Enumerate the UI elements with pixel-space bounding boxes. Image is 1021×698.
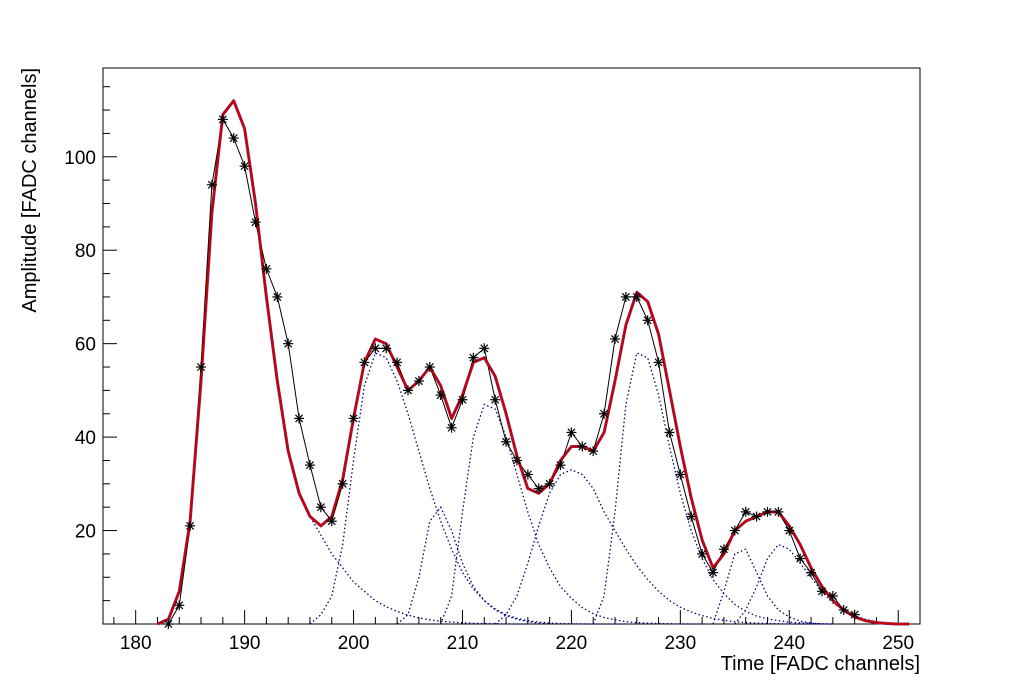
y-tick-label: 20	[75, 522, 96, 543]
data-point	[239, 161, 250, 172]
data-point	[250, 217, 261, 228]
data-point	[501, 436, 512, 447]
x-tick-label: 250	[882, 633, 914, 654]
data-point	[304, 460, 315, 471]
data-point	[294, 413, 305, 424]
data-point	[206, 179, 217, 190]
data-point	[675, 469, 686, 480]
fit-component-line	[396, 505, 550, 625]
data-point	[849, 609, 860, 620]
plot-frame	[102, 67, 921, 625]
data-point	[642, 315, 653, 326]
data-point	[511, 455, 522, 466]
data-point	[392, 357, 403, 368]
fit-component-line	[712, 548, 823, 625]
data-point	[762, 506, 773, 517]
data-point	[620, 291, 631, 302]
y-axis-title: Amplitude [FADC channels]	[19, 68, 41, 313]
data-point	[370, 343, 381, 354]
x-tick-label: 240	[773, 633, 805, 654]
data-point	[261, 263, 272, 274]
data-point	[457, 394, 468, 405]
data-point	[522, 469, 533, 480]
data-point	[359, 357, 370, 368]
x-tick-label: 200	[338, 633, 370, 654]
data-point	[337, 478, 348, 489]
data-point	[381, 343, 392, 354]
fit-component-line	[592, 352, 833, 625]
data-point	[163, 619, 174, 629]
fit-component-line	[440, 403, 703, 625]
data-point	[664, 427, 675, 438]
data-point	[686, 511, 697, 522]
data-point	[424, 362, 435, 373]
data-point	[228, 133, 239, 144]
y-tick-label: 40	[75, 428, 96, 449]
data-point	[827, 590, 838, 601]
data-point	[653, 357, 664, 368]
data-point	[806, 567, 817, 578]
data-point	[784, 525, 795, 536]
data-point	[816, 586, 827, 597]
data-point	[283, 338, 294, 349]
data-point	[609, 333, 620, 344]
data-point	[196, 362, 207, 373]
data-point	[729, 525, 740, 536]
data-point	[599, 408, 610, 419]
data-point	[588, 446, 599, 457]
x-tick-label: 180	[120, 633, 152, 654]
data-point	[718, 544, 729, 555]
data-point	[631, 291, 642, 302]
data-point	[217, 114, 228, 125]
data-point	[468, 352, 479, 363]
x-tick-label: 220	[556, 633, 588, 654]
data-point	[272, 291, 283, 302]
data-point	[479, 343, 490, 354]
data-point	[533, 483, 544, 494]
data-point	[773, 506, 784, 517]
data-point	[446, 422, 457, 433]
fit-total-line	[157, 99, 910, 625]
data-point	[697, 548, 708, 559]
data-point	[174, 600, 185, 611]
data-point	[348, 413, 359, 424]
data-point	[326, 516, 337, 527]
data-point	[315, 502, 326, 513]
x-axis-title: Time [FADC channels]	[721, 653, 920, 675]
data-point	[490, 394, 501, 405]
data-point	[403, 385, 414, 396]
data-point	[577, 441, 588, 452]
y-tick-label: 100	[64, 148, 96, 169]
x-tick-label: 230	[664, 633, 696, 654]
data-point	[435, 390, 446, 401]
x-tick-label: 210	[447, 633, 479, 654]
data-point	[751, 511, 762, 522]
fit-component-line	[309, 352, 626, 625]
y-tick-label: 80	[75, 241, 96, 262]
data-point	[413, 376, 424, 387]
data-point	[740, 506, 751, 517]
fit-component-line	[494, 469, 833, 625]
data-point	[555, 460, 566, 471]
data-point	[838, 604, 849, 615]
data-point	[544, 478, 555, 489]
data-point	[708, 567, 719, 578]
data-point	[185, 520, 196, 531]
data-point	[795, 553, 806, 564]
fit-component-line	[157, 99, 528, 625]
x-tick-label: 190	[229, 633, 261, 654]
data-point	[566, 427, 577, 438]
y-tick-label: 60	[75, 335, 96, 356]
data-line	[167, 117, 855, 625]
